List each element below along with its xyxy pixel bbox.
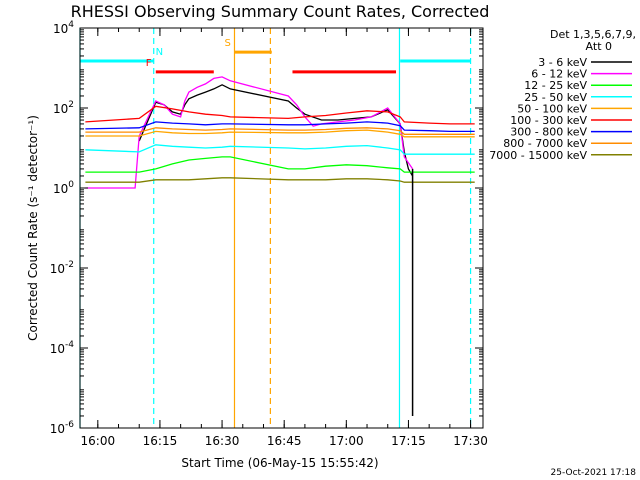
series-line-4 [85,129,475,138]
x-tick-label-6: 17:30 [453,434,488,448]
x-tick-label-4: 17:00 [329,434,364,448]
y-axis: 104 102 100 10-2 10-4 10-6 [50,20,483,436]
y-tick-label-3: 10-2 [50,260,74,276]
series-line-7 [85,127,475,135]
y-tick-label-4: 10-4 [50,340,75,356]
legend-header-line-2: Att 0 [586,40,612,53]
series-line-8 [85,177,475,183]
footer-date: 25-Oct-2021 17:18 [551,468,637,478]
legend-label-8: 7000 - 15000 keV [489,149,587,162]
legend-label-7: 800 - 7000 keV [503,137,587,150]
status-bar-label-3: S [224,38,230,49]
x-axis: 16:00 16:15 16:30 16:45 17:00 17:15 17:30 [81,28,488,448]
y-tick-label-1: 102 [53,100,74,116]
x-axis-label: Start Time (06-May-15 15:55:42) [181,456,378,470]
series-line-2 [85,156,475,173]
plot-frame [79,27,484,429]
plot-area: NF S [79,27,484,429]
y-tick-label-2: 100 [53,180,74,196]
series-line-5 [85,105,475,125]
chart-title: RHESSI Observing Summary Count Rates, Co… [71,2,490,21]
legend-header-line-1: Det 1,3,5,6,7,9, [550,28,636,41]
series-line-1 [85,76,414,189]
x-tick-label-1: 16:15 [143,434,178,448]
legend-label-5: 100 - 300 keV [510,114,587,127]
legend-label-2: 12 - 25 keV [524,79,587,92]
y-tick-label-0: 104 [53,20,74,36]
y-tick-label-5: 10-6 [50,420,75,436]
x-tick-label-0: 16:00 [81,434,116,448]
legend-label-4: 50 - 100 keV [517,102,587,115]
legend-label-3: 25 - 50 keV [524,91,587,104]
series-line-6 [85,121,475,133]
status-bar-label-2: F [146,58,152,69]
status-bar-label-1: N [156,47,163,58]
legend-label-6: 300 - 800 keV [510,126,587,139]
y-axis-label: Corrected Count Rate (s⁻¹ detector⁻¹) [26,115,40,341]
x-tick-label-2: 16:30 [205,434,240,448]
series-line-3 [85,144,475,155]
x-tick-label-3: 16:45 [267,434,302,448]
legend-label-1: 6 - 12 keV [531,68,587,81]
legend-label-0: 3 - 6 keV [538,56,587,69]
x-tick-label-5: 17:15 [391,434,426,448]
